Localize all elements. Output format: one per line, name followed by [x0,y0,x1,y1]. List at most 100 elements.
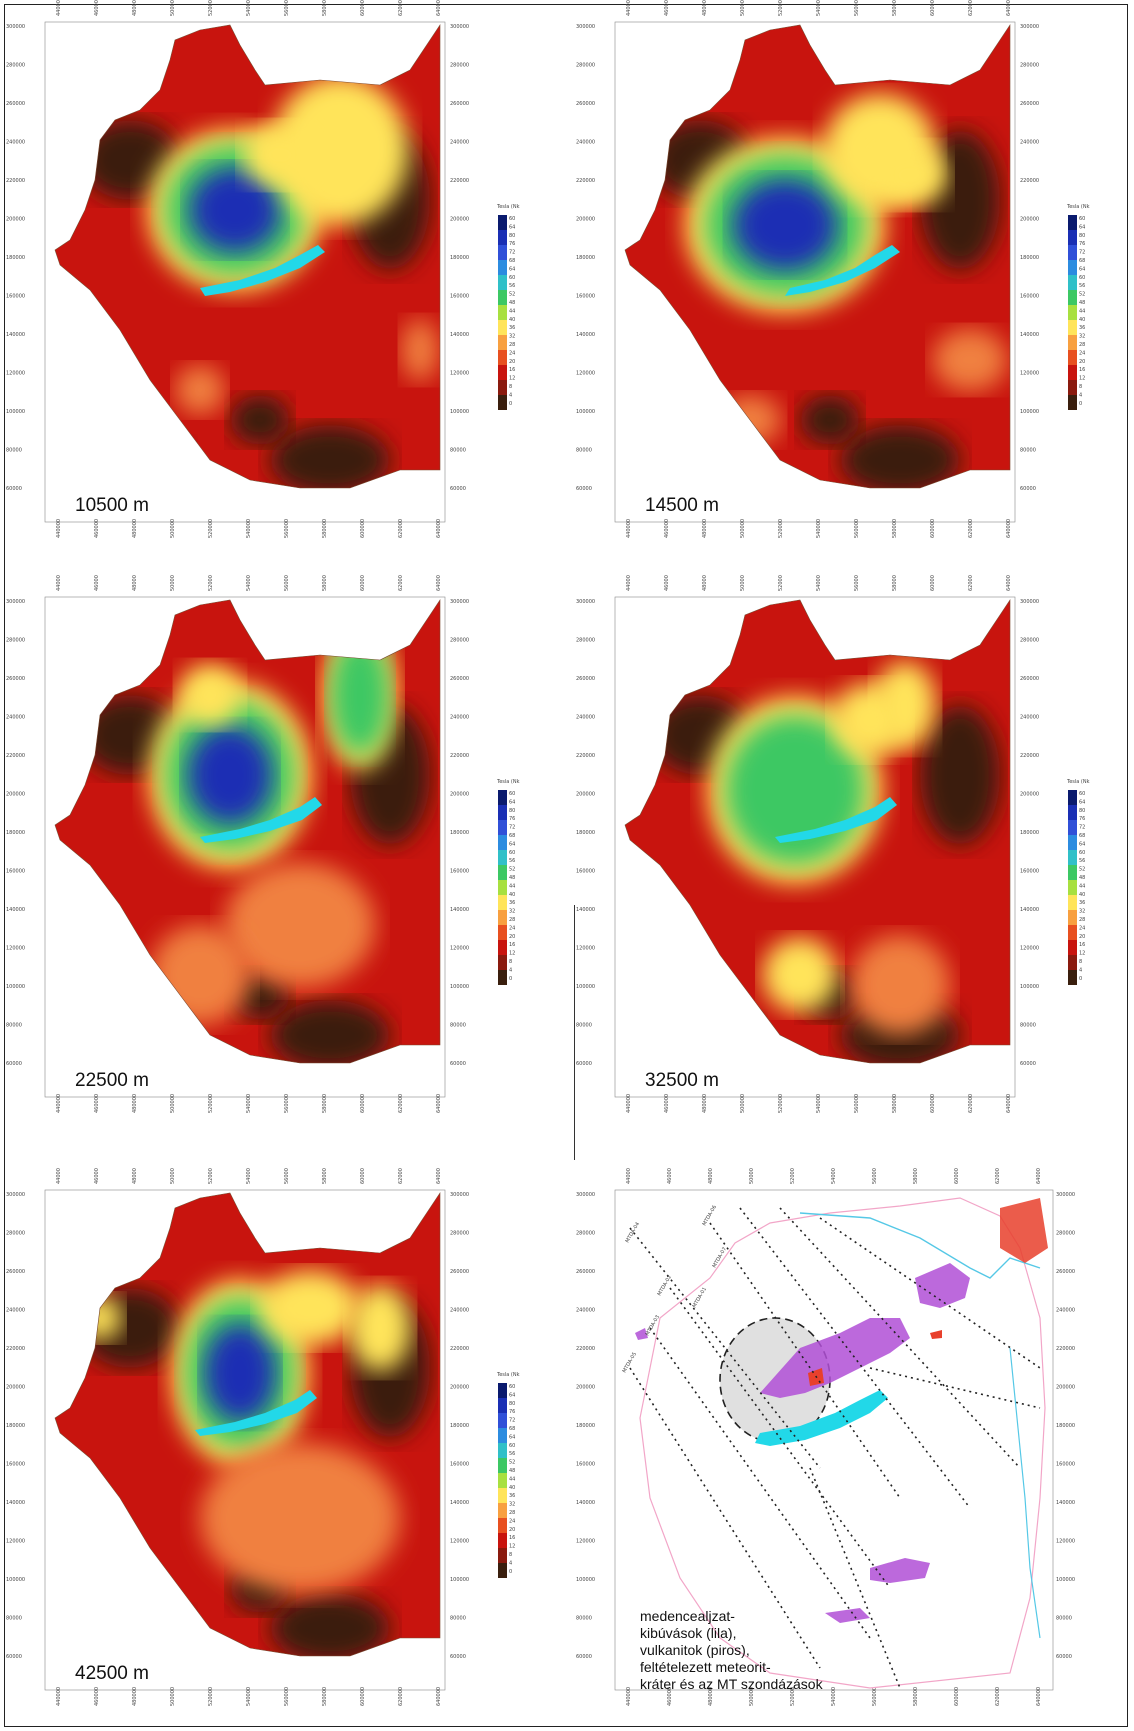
x-tick-label: 560000 [854,519,860,538]
depth-label: 14500 m [645,495,719,516]
y-tick-label-left: 160000 [6,294,25,300]
x-tick-label: 560000 [872,1687,878,1706]
colorbar-tick-label: 44 [509,883,515,889]
y-tick-label-right: 180000 [450,830,469,836]
colorbar-tick-label: 48 [1079,875,1085,881]
river-border [799,1212,1041,1279]
basement-outcrop [635,1328,648,1340]
x-tick-label: 600000 [930,519,936,538]
colorbar-tick-label: 76 [509,1409,515,1415]
colorbar-segment [1068,805,1077,820]
colorbar-tick-label: 60 [509,1443,515,1449]
legend-note: medencealjzat- kibúvások (lila), vulkani… [640,1608,823,1693]
mt-profile-line [819,1217,1041,1369]
colorbar-tick-label: 52 [509,867,515,873]
y-tick-label-right: 120000 [450,1539,469,1545]
x-tick-label: 520000 [778,1094,784,1113]
colorbar-segment [1068,290,1077,305]
y-tick-label-left: 260000 [6,676,25,682]
lake-balaton [775,797,897,843]
colorbar-tick-label: 72 [509,825,515,831]
colorbar-tick-label: 16 [1079,367,1085,373]
colorbar-segment [498,230,507,245]
colorbar-segment [498,275,507,290]
x-tick-label: 480000 [132,1687,138,1706]
y-tick-label-left: 100000 [6,409,25,415]
resistivity-anomaly [271,75,409,225]
colorbar-tick-label: 32 [509,334,515,340]
y-tick-label-left: 60000 [6,1654,22,1660]
region-outline [624,599,1011,1064]
x-tick-label: 560000 [284,1168,290,1184]
y-tick-label-right: 280000 [1020,63,1039,69]
y-tick-label-right: 100000 [450,409,469,415]
y-tick-label-left: 60000 [6,1061,22,1067]
colorbar-tick-label: 12 [1079,951,1085,957]
y-tick-label-right: 140000 [1020,907,1039,913]
colorbar-tick-label: 28 [1079,917,1085,923]
y-tick-label-right: 280000 [450,63,469,69]
x-tick-label: 560000 [872,1168,878,1184]
colorbar-segment [498,305,507,320]
x-tick-label: 460000 [94,575,100,591]
colorbar-segment [498,365,507,380]
colorbar-segment [498,940,507,955]
y-tick-label-right: 120000 [450,946,469,952]
y-tick-label-left: 60000 [576,1654,592,1660]
x-tick-label: 480000 [702,575,708,591]
x-tick-label: 440000 [56,1168,62,1184]
colorbar-tick-label: 52 [1079,292,1085,298]
y-tick-label-right: 180000 [450,1423,469,1429]
x-tick-label: 640000 [1036,1687,1042,1706]
y-tick-label-left: 120000 [576,371,595,377]
colorbar-tick-label: 12 [509,376,515,382]
x-tick-label: 600000 [360,0,366,16]
x-tick-label: 540000 [246,0,252,16]
y-tick-label-left: 80000 [6,448,22,454]
colorbar-tick-label: 12 [1079,376,1085,382]
x-tick-label: 580000 [322,519,328,538]
colorbar-tick-label: 80 [1079,233,1085,239]
y-tick-label-right: 140000 [450,1500,469,1506]
colorbar-segment [498,790,507,805]
x-tick-label: 440000 [626,0,632,16]
y-tick-label-left: 160000 [576,869,595,875]
resistivity-anomaly [178,663,242,727]
y-tick-label-left: 120000 [6,371,25,377]
colorbar-segment [498,880,507,895]
x-tick-label: 460000 [94,0,100,16]
colorbar-segment [1068,865,1077,880]
y-tick-label-left: 80000 [576,1023,592,1029]
y-tick-label-right: 160000 [1020,294,1039,300]
colorbar-segment [498,1473,507,1488]
resistivity-map-p2: 440000 460000 480000 500000 520000 540000 5600… [570,0,1090,545]
colorbar-segment [498,835,507,850]
x-tick-label: 540000 [246,519,252,538]
y-tick-label-right: 280000 [1056,1231,1075,1237]
resistivity-anomaly [872,143,948,207]
colorbar-tick-label: 68 [509,258,515,264]
colorbar-tick-label: 16 [509,942,515,948]
y-tick-label-right: 180000 [1056,1423,1075,1429]
colorbar-tick-label: 48 [509,875,515,881]
colorbar-tick-label: 44 [509,308,515,314]
divider-line [574,905,575,1160]
colorbar-tick-label: 20 [509,934,515,940]
x-tick-label: 580000 [913,1687,919,1706]
y-tick-label-left: 280000 [6,638,25,644]
x-tick-label: 620000 [968,1094,974,1113]
x-tick-label: 480000 [132,575,138,591]
y-tick-label-right: 100000 [450,984,469,990]
y-tick-label-left: 120000 [6,946,25,952]
x-tick-label: 480000 [702,519,708,538]
x-tick-label: 460000 [94,1687,100,1706]
colorbar-segment [498,1398,507,1413]
y-tick-label-left: 220000 [6,753,25,759]
colorbar-segment [498,335,507,350]
colorbar-tick-label: 64 [509,224,515,230]
mt-profile-line [669,1287,891,1589]
y-tick-label-left: 140000 [6,1500,25,1506]
y-tick-label-left: 180000 [576,255,595,261]
x-tick-label: 460000 [94,519,100,538]
volcanic-area [1000,1198,1048,1263]
